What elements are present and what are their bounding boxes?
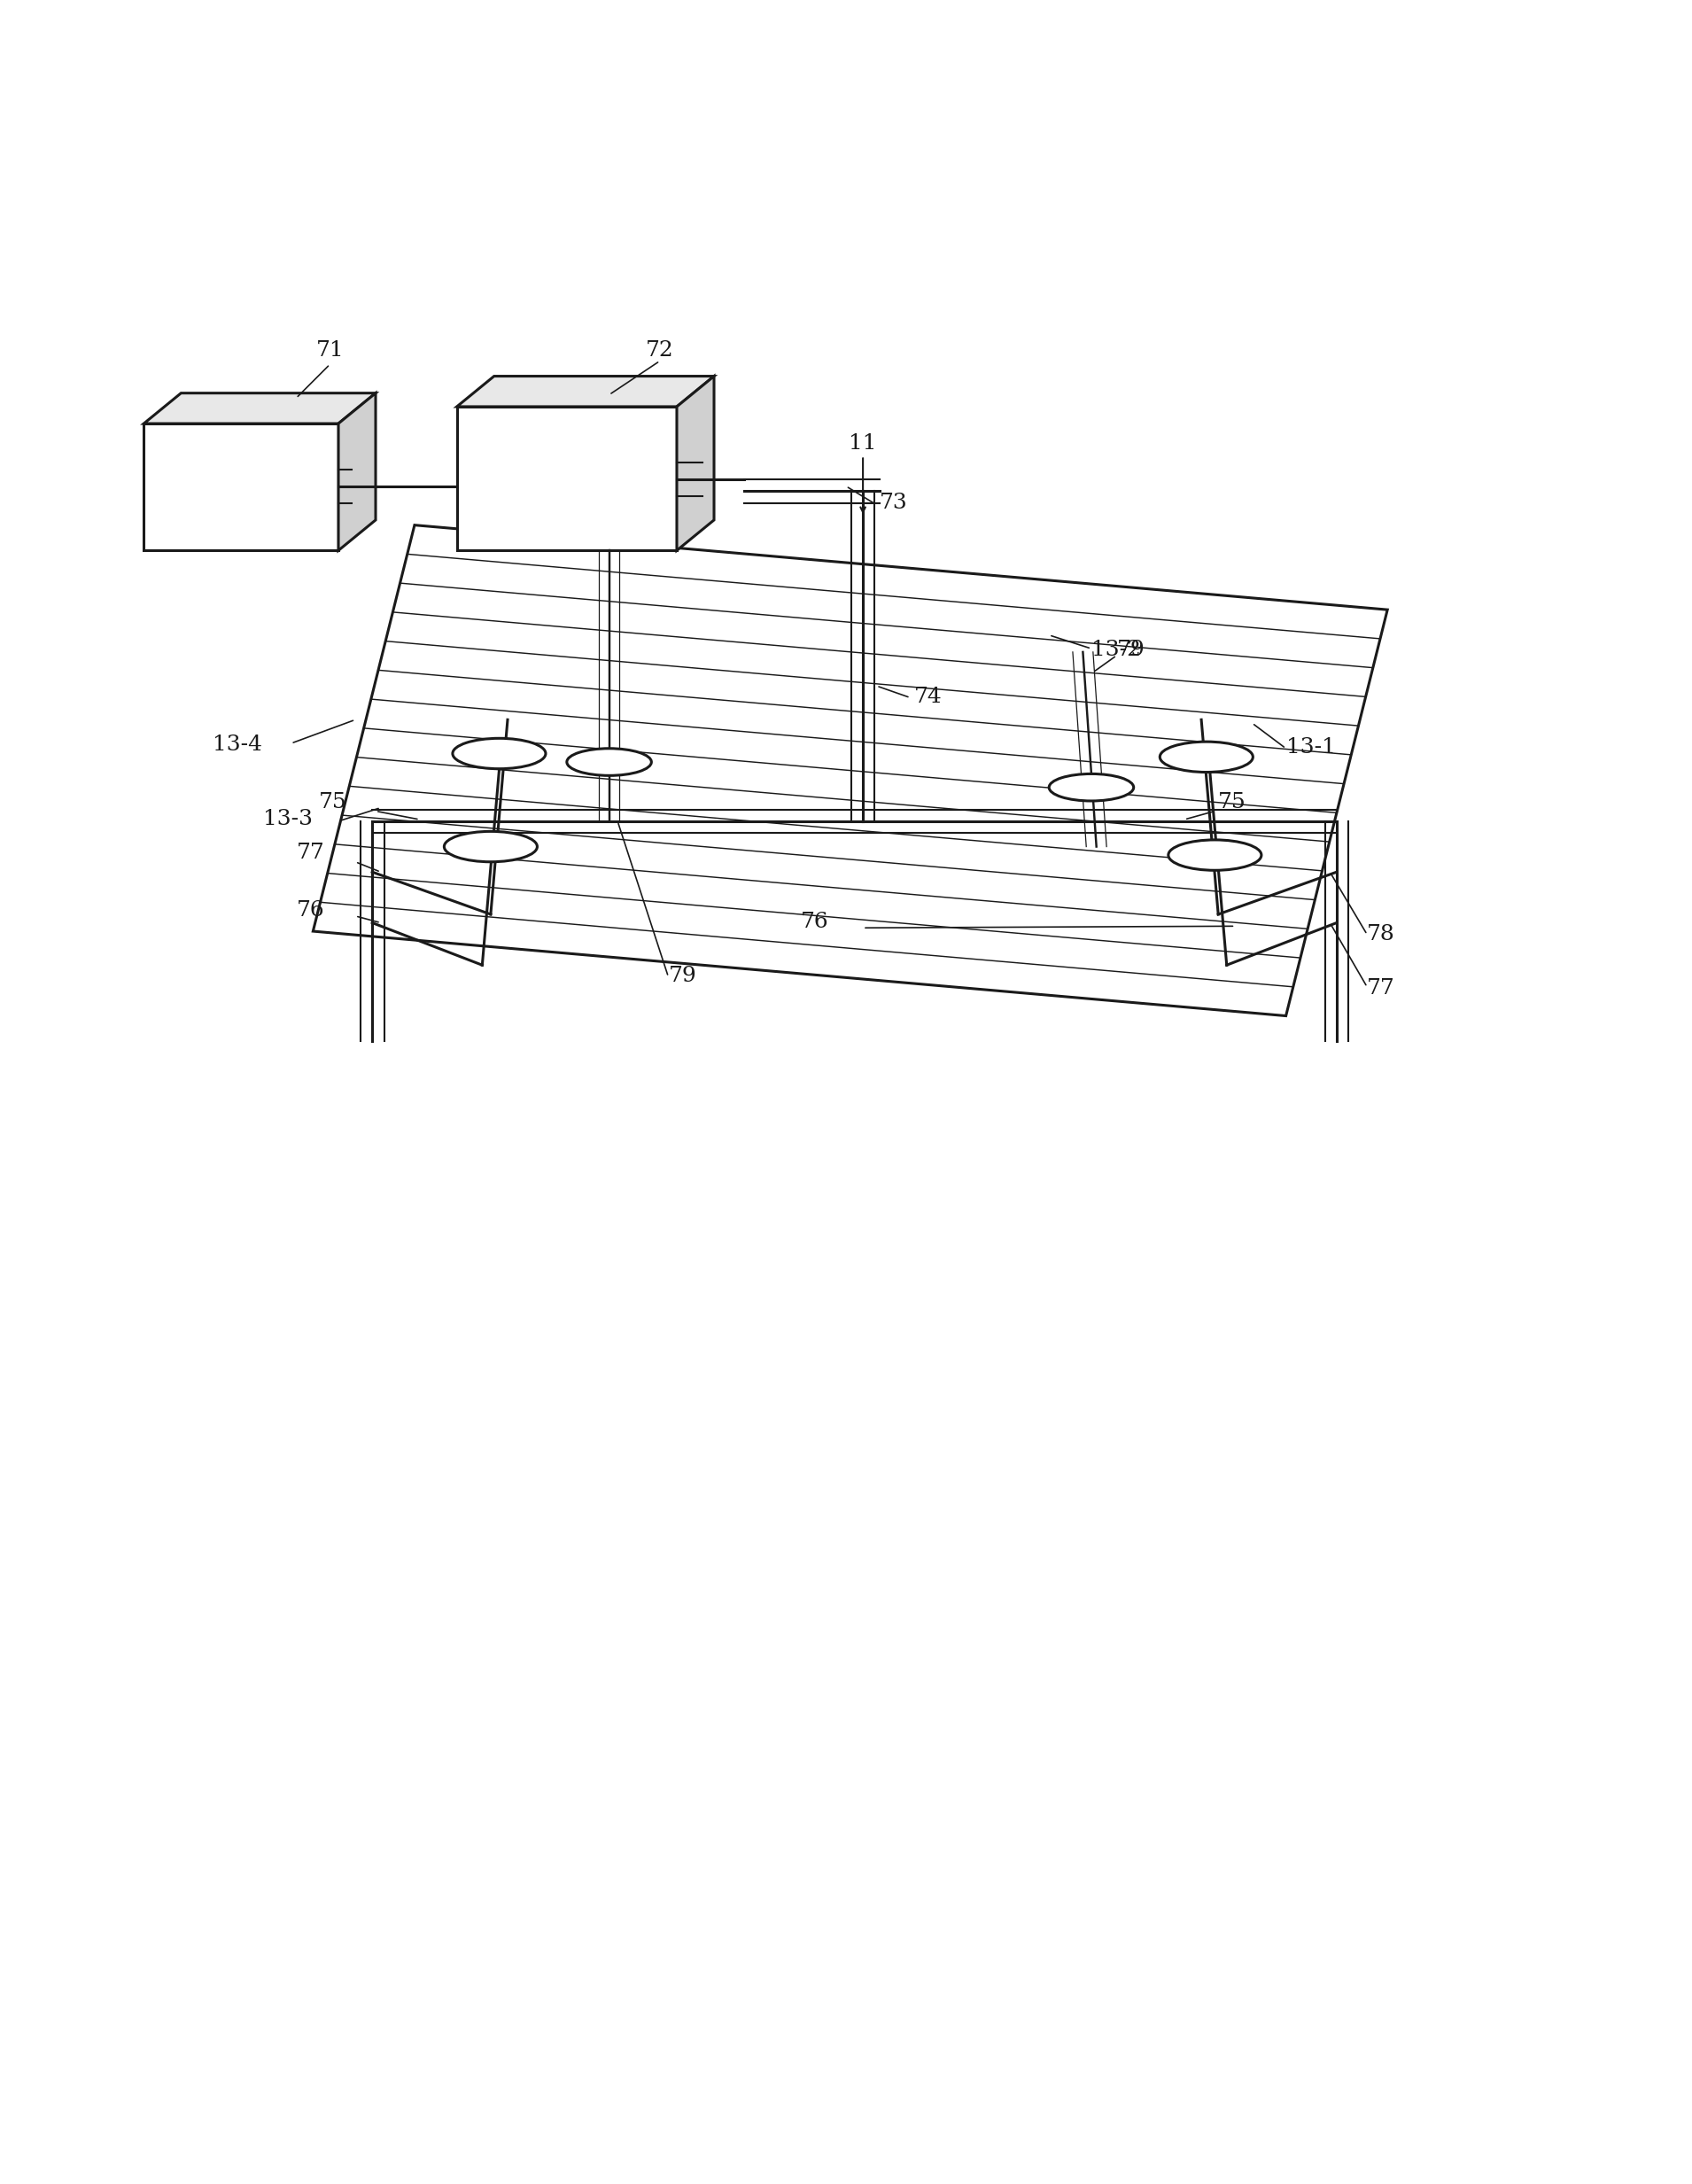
Polygon shape: [144, 393, 376, 424]
Text: 76: 76: [296, 900, 325, 919]
Ellipse shape: [453, 738, 545, 769]
Text: 79: 79: [1117, 640, 1145, 660]
Text: 78: 78: [1367, 924, 1396, 943]
Polygon shape: [338, 393, 376, 550]
Text: 77: 77: [1367, 978, 1396, 998]
Ellipse shape: [1167, 841, 1262, 869]
Text: 75: 75: [318, 793, 347, 812]
Text: 74: 74: [914, 686, 942, 708]
Text: 76: 76: [800, 913, 829, 933]
Text: 13-3: 13-3: [264, 808, 313, 830]
Polygon shape: [457, 376, 714, 406]
Ellipse shape: [1049, 773, 1134, 802]
Text: 13-4: 13-4: [213, 734, 262, 756]
Polygon shape: [313, 524, 1387, 1016]
Polygon shape: [144, 424, 338, 550]
Text: 13-1: 13-1: [1286, 738, 1335, 758]
Text: 79: 79: [668, 965, 697, 987]
Polygon shape: [457, 406, 677, 550]
Polygon shape: [677, 376, 714, 550]
Text: 72: 72: [646, 341, 673, 360]
Ellipse shape: [1161, 743, 1252, 773]
Ellipse shape: [443, 832, 536, 863]
Text: 73: 73: [880, 491, 909, 513]
Text: 75: 75: [1218, 793, 1247, 812]
Text: 11: 11: [849, 432, 876, 454]
Text: 71: 71: [316, 341, 343, 360]
Text: 77: 77: [296, 843, 325, 863]
Ellipse shape: [567, 749, 651, 775]
Text: 13-2: 13-2: [1091, 640, 1140, 660]
